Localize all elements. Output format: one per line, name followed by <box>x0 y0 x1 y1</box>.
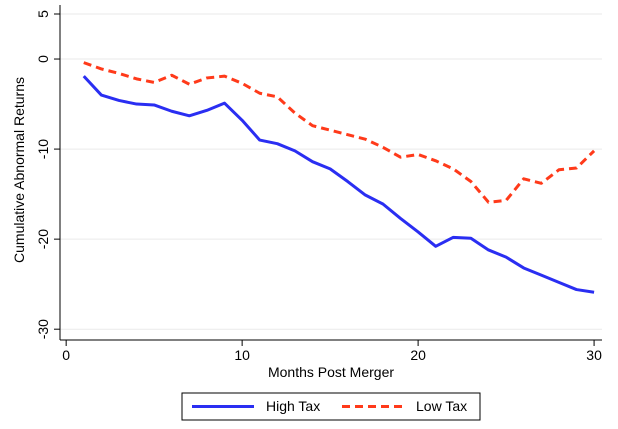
y-tick-label: -10 <box>35 139 51 159</box>
legend-label: Low Tax <box>416 398 467 414</box>
x-tick-label: 30 <box>586 347 602 363</box>
y-tick-label: 0 <box>35 55 51 63</box>
legend: High Tax Low Tax <box>181 392 481 421</box>
x-tick-label: 0 <box>62 347 70 363</box>
y-tick-label: -20 <box>35 229 51 249</box>
series-line <box>83 61 596 204</box>
x-axis-label: Months Post Merger <box>268 364 394 380</box>
series-line <box>82 75 595 294</box>
x-tick-label: 10 <box>234 347 250 363</box>
y-axis-label: Cumulative Abnormal Returns <box>11 77 27 263</box>
y-tick-label: -30 <box>35 319 51 339</box>
x-tick-label: 20 <box>410 347 426 363</box>
legend-label: High Tax <box>266 398 320 414</box>
y-tick-label: 5 <box>35 10 51 18</box>
